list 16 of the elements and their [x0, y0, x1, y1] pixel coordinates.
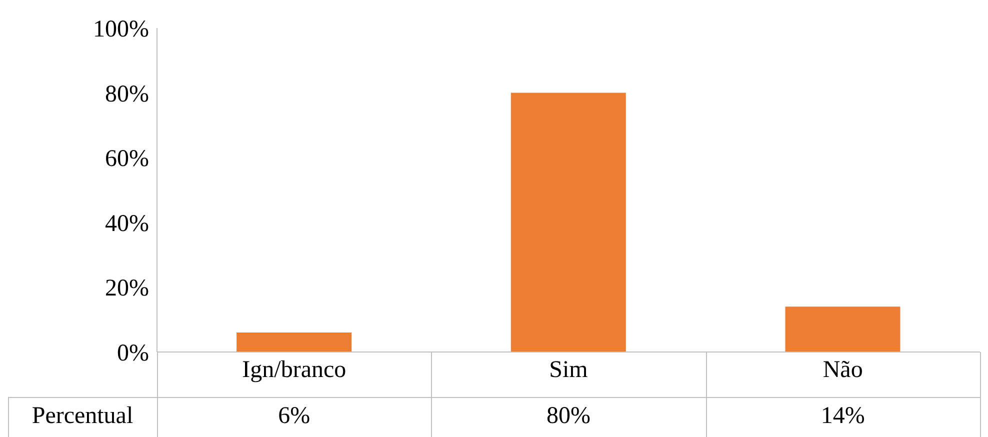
- data-label: 6%: [277, 403, 312, 430]
- bar: [236, 332, 352, 352]
- x-tick-label: Ign/branco: [242, 357, 346, 384]
- y-tick-label: 80%: [105, 81, 149, 108]
- text: Percentual: [30, 403, 134, 430]
- data-label: 14%: [820, 403, 866, 430]
- bar: [785, 306, 900, 352]
- data-label: 80%: [545, 403, 592, 430]
- y-tick-label: 0%: [117, 340, 149, 367]
- y-tick-label: 40%: [105, 210, 149, 237]
- x-tick-label: Não: [822, 357, 863, 384]
- bar: [510, 92, 626, 352]
- x-tick-label: Sim: [549, 357, 588, 384]
- y-tick-label: 100%: [93, 16, 149, 43]
- y-tick-label: 60%: [105, 146, 149, 172]
- y-tick-label: 20%: [105, 276, 149, 302]
